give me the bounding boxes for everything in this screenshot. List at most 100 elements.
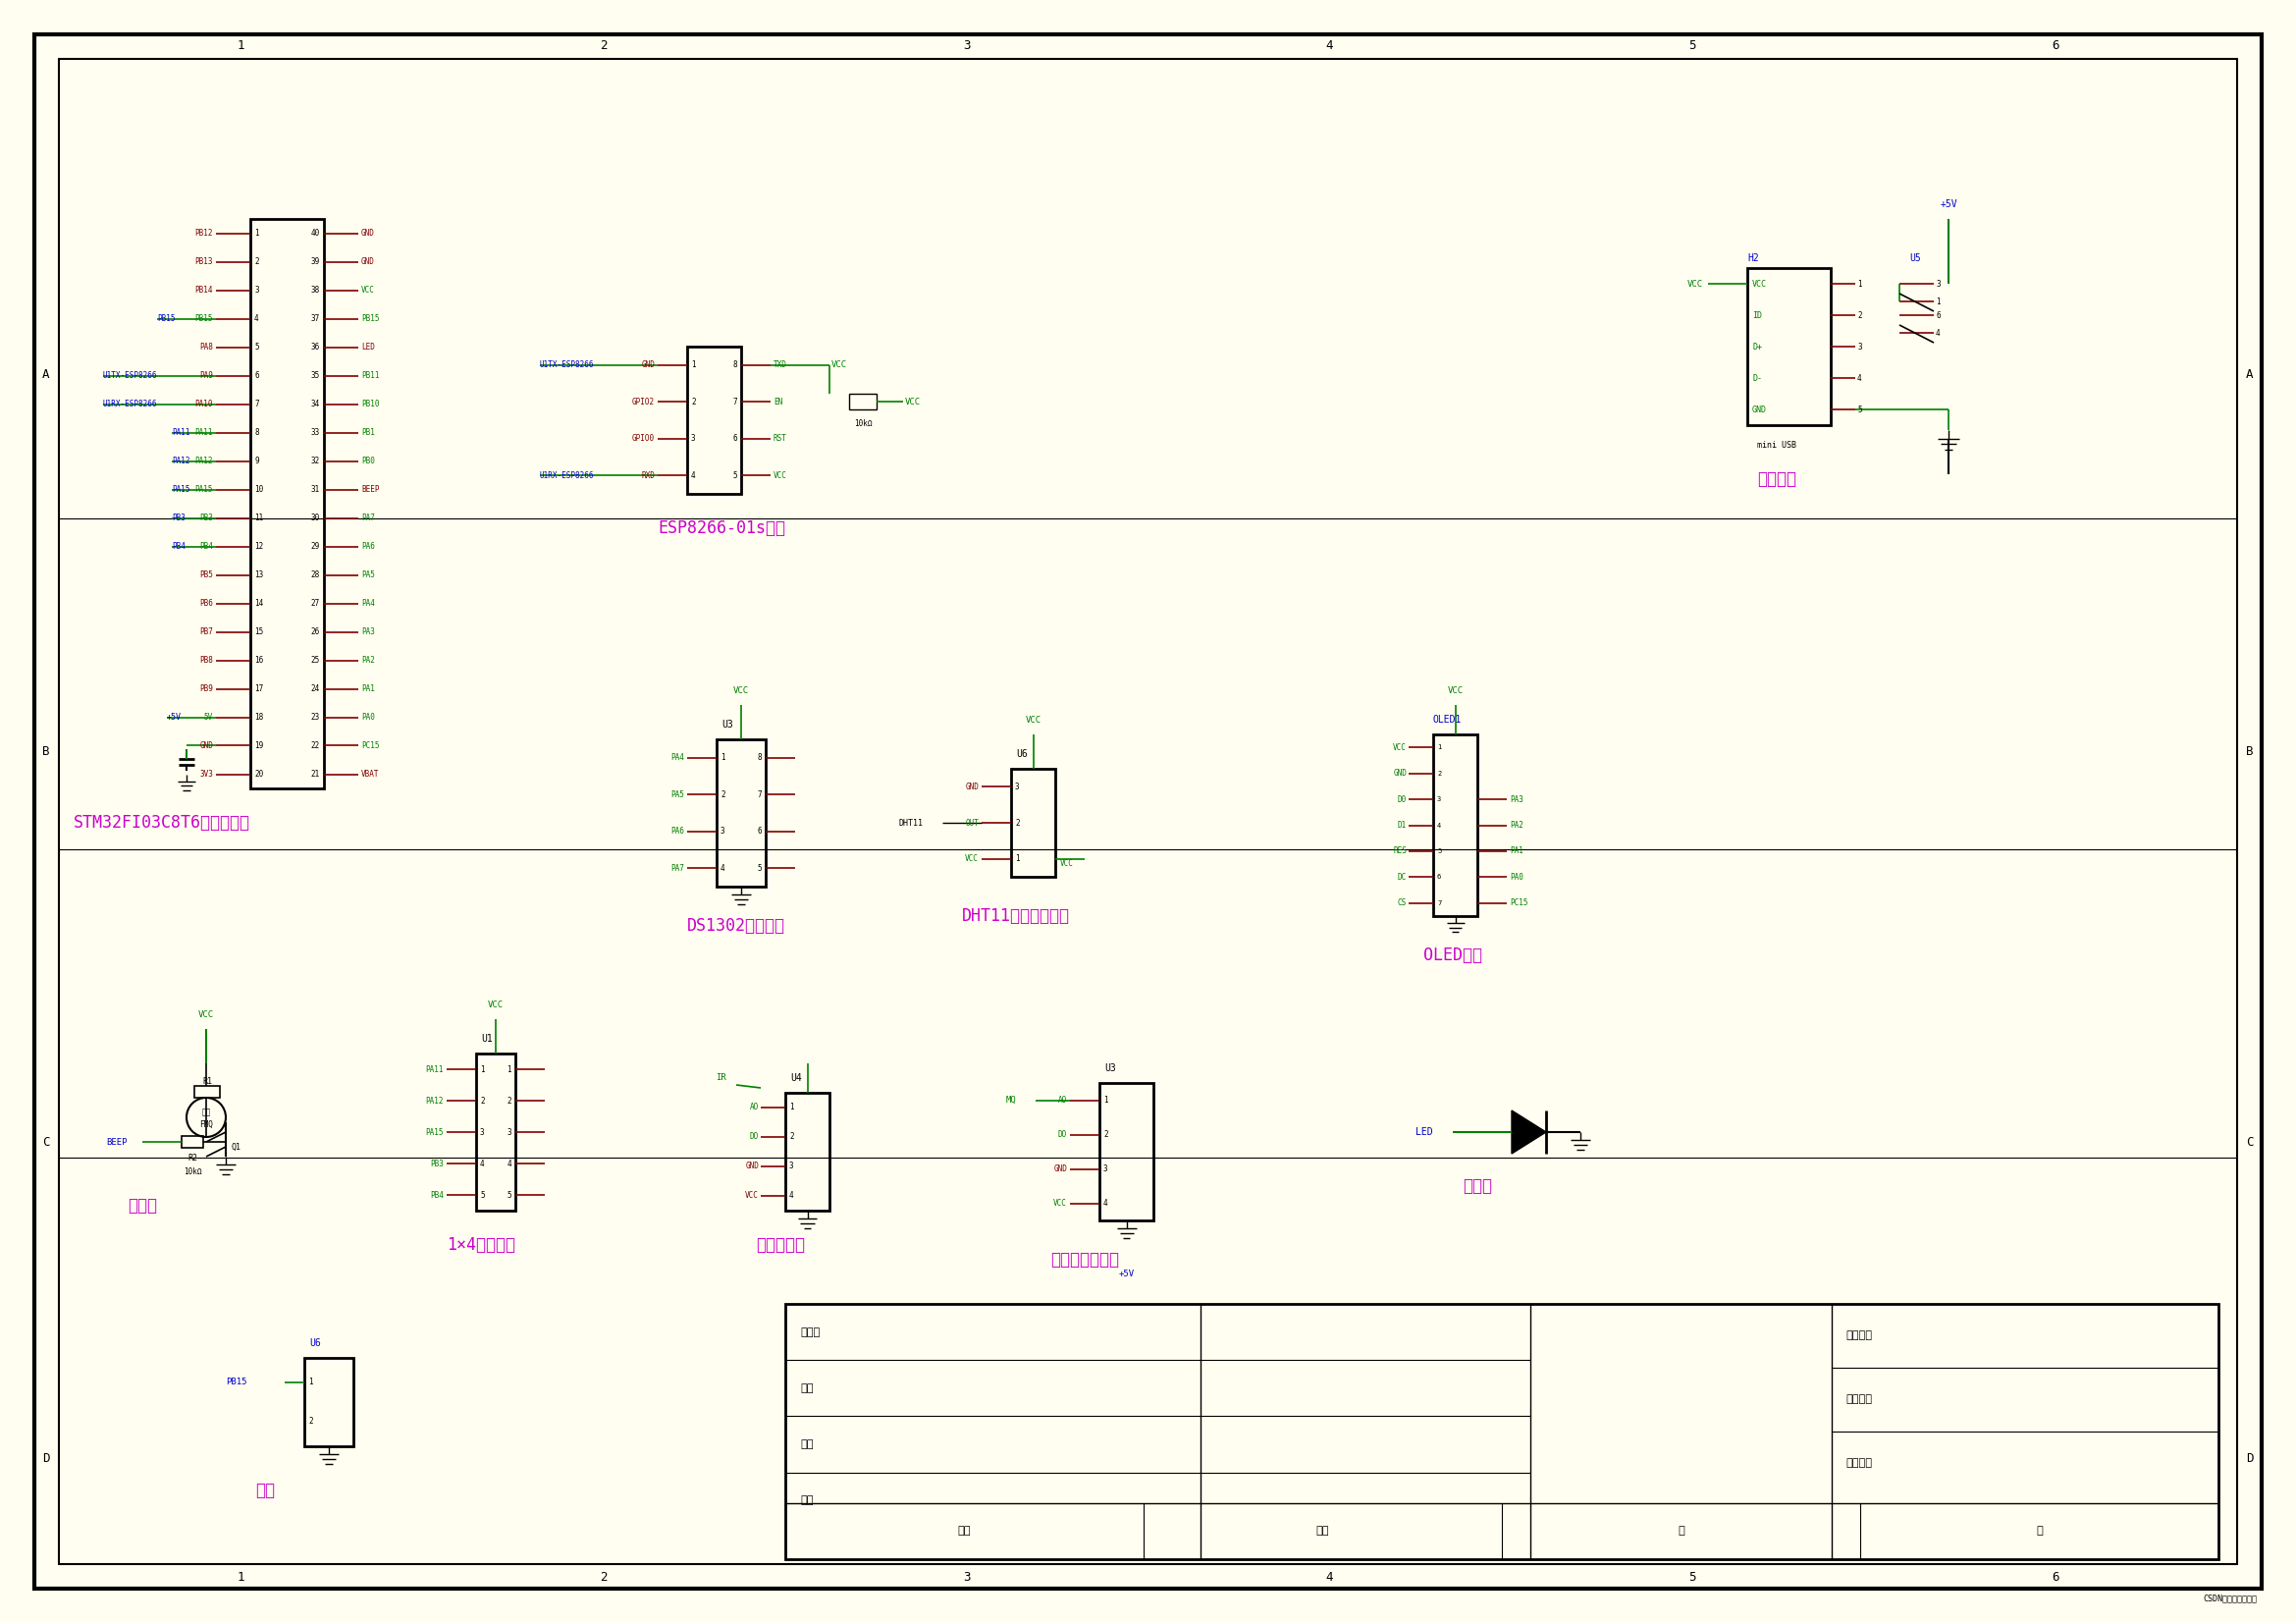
Text: 3: 3	[480, 1128, 484, 1136]
Text: 3: 3	[1857, 342, 1862, 351]
Text: 2: 2	[255, 256, 259, 266]
Text: DO: DO	[1058, 1130, 1068, 1139]
Text: 1: 1	[236, 1571, 243, 1582]
Text: PA1: PA1	[1511, 847, 1522, 855]
Text: 16: 16	[255, 656, 264, 665]
Text: PB13: PB13	[195, 256, 214, 266]
Text: BEEP: BEEP	[360, 485, 379, 493]
Text: 7: 7	[758, 790, 762, 799]
Text: 版本: 版本	[957, 1526, 971, 1535]
Text: VCC: VCC	[1061, 859, 1075, 868]
Text: 10kΩ: 10kΩ	[854, 419, 872, 428]
Text: 尺寸: 尺寸	[1316, 1526, 1329, 1535]
Text: 4: 4	[1325, 41, 1334, 52]
Text: VCC: VCC	[746, 1191, 758, 1201]
Text: U1TX-ESP8266: U1TX-ESP8266	[103, 372, 158, 380]
Text: 33: 33	[310, 428, 319, 437]
Text: VCC: VCC	[1394, 743, 1407, 751]
Text: VCC: VCC	[1054, 1199, 1068, 1208]
Text: 25: 25	[310, 656, 319, 665]
Text: 28: 28	[310, 570, 319, 579]
Text: VCC: VCC	[1688, 279, 1704, 289]
Text: PA15: PA15	[195, 485, 214, 493]
Text: 12: 12	[255, 542, 264, 550]
Text: PB15: PB15	[225, 1378, 248, 1388]
Text: U1RX-ESP8266: U1RX-ESP8266	[540, 471, 595, 480]
Text: 4: 4	[691, 471, 696, 480]
Text: VCC: VCC	[1752, 279, 1768, 289]
Text: PB3: PB3	[172, 513, 186, 523]
Text: H2: H2	[1747, 253, 1759, 263]
Text: 火焰传感器: 火焰传感器	[755, 1237, 806, 1255]
Bar	[716, 740, 765, 886]
Text: U1TX-ESP8266: U1TX-ESP8266	[540, 360, 595, 370]
Text: PB4: PB4	[200, 542, 214, 550]
Text: 1: 1	[236, 41, 243, 52]
Text: D+: D+	[1752, 342, 1761, 351]
Text: 3: 3	[507, 1128, 512, 1136]
Text: PA9: PA9	[200, 372, 214, 380]
Text: 37: 37	[310, 315, 319, 323]
Text: PA0: PA0	[360, 712, 374, 722]
Text: 2: 2	[308, 1417, 312, 1427]
Text: VCC: VCC	[1026, 716, 1040, 724]
Bar	[250, 219, 324, 789]
Text: 门磁: 门磁	[255, 1482, 276, 1500]
Text: 1: 1	[480, 1065, 484, 1074]
Bar	[195, 1086, 220, 1097]
Text: PA12: PA12	[425, 1096, 443, 1105]
Text: 图页: 图页	[799, 1383, 813, 1393]
Text: AO: AO	[751, 1104, 758, 1112]
Text: VCC: VCC	[1446, 687, 1463, 695]
Text: 7: 7	[1437, 901, 1442, 906]
Text: 一氧化碳传感器: 一氧化碳传感器	[1049, 1251, 1118, 1269]
Text: ID: ID	[1752, 310, 1761, 320]
Text: EN: EN	[774, 398, 783, 406]
Text: 审阅: 审阅	[799, 1495, 813, 1506]
Text: 物料编码: 物料编码	[1846, 1459, 1874, 1469]
Text: U1RX-ESP8266: U1RX-ESP8266	[103, 399, 158, 409]
Text: 1: 1	[255, 229, 259, 237]
Text: 21: 21	[310, 769, 319, 779]
Text: U3: U3	[721, 719, 732, 729]
Text: 7: 7	[255, 399, 259, 409]
Text: FMQ: FMQ	[200, 1120, 214, 1128]
Bar	[1433, 735, 1476, 915]
Text: PA11: PA11	[172, 428, 191, 437]
Text: PB15: PB15	[195, 315, 214, 323]
Text: VCC: VCC	[774, 471, 788, 480]
Text: 1: 1	[1437, 745, 1442, 750]
Text: 5: 5	[255, 342, 259, 352]
Text: PA6: PA6	[360, 542, 374, 550]
Text: PB10: PB10	[360, 399, 379, 409]
Text: 创建日期: 创建日期	[1846, 1394, 1874, 1404]
Bar	[305, 1358, 354, 1446]
Text: VCC: VCC	[905, 398, 921, 406]
Text: VCC: VCC	[197, 1011, 214, 1019]
Text: 4: 4	[1325, 1571, 1334, 1582]
Text: GND: GND	[360, 229, 374, 237]
Text: D-: D-	[1752, 373, 1761, 383]
Text: 24: 24	[310, 685, 319, 693]
Text: 30: 30	[310, 513, 319, 523]
Text: PB0: PB0	[360, 456, 374, 466]
Bar	[1747, 268, 1830, 425]
Text: 29: 29	[310, 542, 319, 550]
Text: 2: 2	[790, 1133, 794, 1141]
Text: ESP8266-01s模块: ESP8266-01s模块	[657, 519, 785, 537]
Text: 10: 10	[255, 485, 264, 493]
Text: U1: U1	[480, 1034, 494, 1044]
Bar	[850, 394, 877, 409]
Text: 1: 1	[1857, 279, 1862, 289]
Text: 3: 3	[1936, 279, 1940, 289]
Text: PC15: PC15	[360, 742, 379, 750]
Text: 5V: 5V	[204, 712, 214, 722]
Bar	[1100, 1083, 1153, 1220]
Text: BEEP: BEEP	[106, 1138, 129, 1146]
Text: 蜂鸣: 蜂鸣	[202, 1109, 211, 1117]
Text: 5: 5	[1857, 406, 1862, 414]
Bar	[1010, 769, 1056, 876]
Text: PB15: PB15	[156, 315, 174, 323]
Text: 1: 1	[691, 360, 696, 370]
Text: 38: 38	[310, 286, 319, 294]
